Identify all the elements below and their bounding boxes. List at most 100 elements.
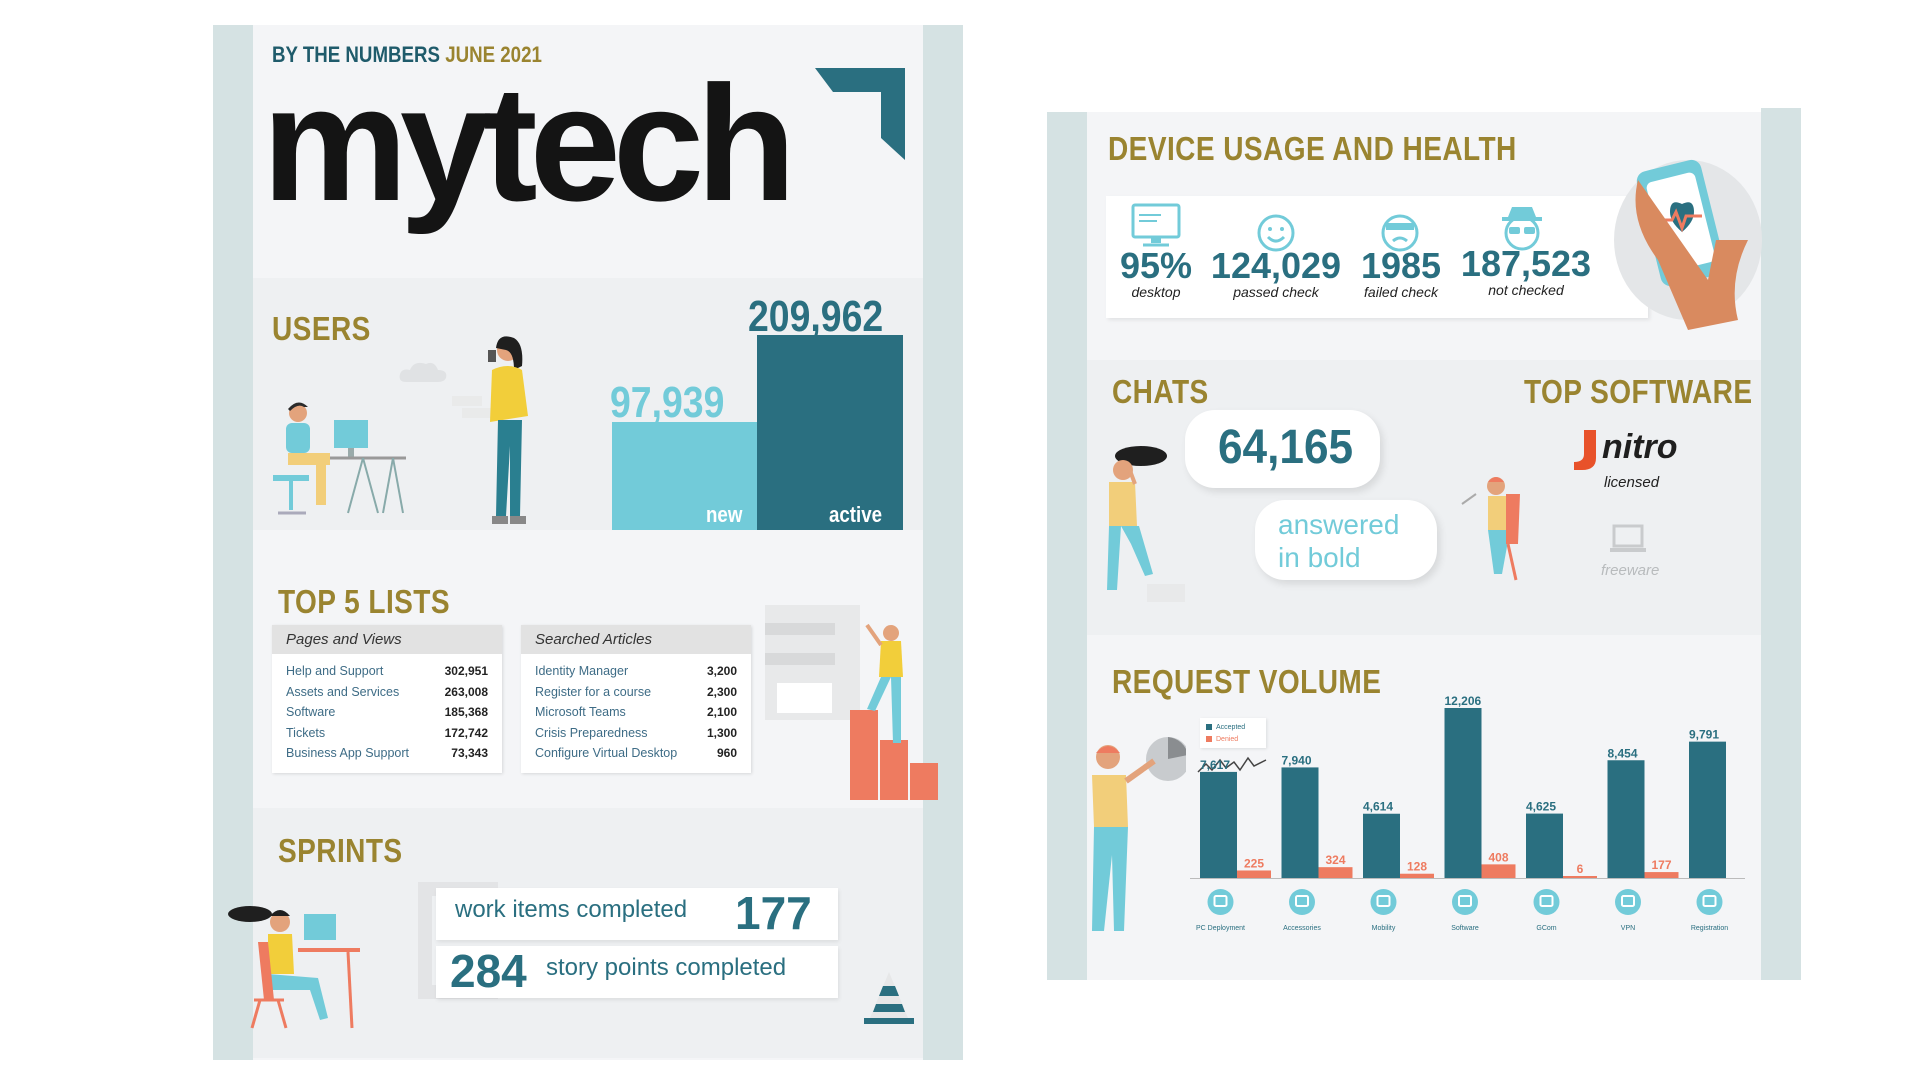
table-row: Help and Support 302,951 <box>272 661 502 682</box>
bar-denied-label: 177 <box>1651 858 1671 872</box>
bar-denied-label: 324 <box>1325 853 1345 867</box>
chats-title: CHATS <box>1112 373 1209 410</box>
device-stat-value: 124,029 <box>1210 245 1342 286</box>
sprints-work-value: 177 <box>735 887 812 939</box>
device-stat-label: desktop <box>1131 284 1181 300</box>
header-kicker: BY THE NUMBERS JUNE 2021 <box>272 42 542 68</box>
chats-band <box>1087 360 1761 635</box>
category-label: Registration <box>1691 925 1728 932</box>
row-value: 185,368 <box>444 705 488 719</box>
device-stat-label: failed check <box>1364 284 1438 300</box>
woman-on-phone-illustration <box>1107 446 1185 602</box>
searched-articles-header: Searched Articles <box>521 625 751 654</box>
smiley-face-icon <box>1257 214 1295 252</box>
registration-icon-glyph <box>1702 895 1717 907</box>
pc-deployment-icon <box>1207 889 1234 915</box>
row-label: Configure Virtual Desktop <box>535 746 678 760</box>
request-volume-title: REQUEST VOLUME <box>1112 663 1382 700</box>
bar-denied <box>1563 876 1597 878</box>
chats-note-bubble <box>1255 500 1437 580</box>
vpn-icon <box>1615 889 1641 915</box>
software-icon <box>1452 889 1478 915</box>
legend-swatch-accepted <box>1206 724 1212 730</box>
freeware-label: freeware <box>1601 562 1660 579</box>
freeware-laptop-icon <box>1610 524 1646 552</box>
searched-articles-table: Searched Articles Identity Manager 3,200 … <box>521 625 751 773</box>
device-stats-card <box>1106 196 1648 318</box>
climber-steps-illustration <box>765 605 938 800</box>
bandaged-face-icon <box>1381 214 1419 252</box>
chats-value-bubble <box>1185 410 1380 488</box>
software-title: TOP SOFTWARE <box>1524 373 1753 410</box>
bar-denied <box>1481 864 1516 878</box>
bar-accepted <box>1526 813 1563 878</box>
software-brand: nitro <box>1602 428 1678 466</box>
bar-accepted <box>1363 813 1400 878</box>
chart-legend: Accepted Denied <box>1200 718 1266 748</box>
legend-label-denied: Denied <box>1216 735 1239 743</box>
row-label: Register for a course <box>535 684 652 699</box>
category-label: Software <box>1451 925 1479 932</box>
user-at-desk-illustration <box>273 402 406 515</box>
category-label: PC Deployment <box>1196 925 1245 932</box>
sprints-story-card <box>436 946 838 998</box>
table-row: Configure Virtual Desktop 960 <box>521 743 751 764</box>
users-active-value: 209,962 <box>748 292 884 341</box>
device-stat-label: not checked <box>1488 282 1564 298</box>
registration-icon <box>1696 889 1723 915</box>
row-value: 3,200 <box>706 664 737 678</box>
left-page-right-edge <box>923 25 963 1060</box>
users-new-bar <box>612 422 757 530</box>
sprints-story-label: story points completed <box>546 954 787 981</box>
table-row: Crisis Preparedness 1,300 <box>521 723 751 744</box>
desktop-icon <box>1131 203 1181 247</box>
row-label: Business App Support <box>286 746 409 760</box>
bar-denied-label: 128 <box>1407 860 1427 874</box>
users-title: USERS <box>272 310 371 347</box>
bar-accepted <box>1200 771 1237 878</box>
mobility-icon <box>1370 889 1397 915</box>
top5-title: TOP 5 LISTS <box>278 583 450 620</box>
logo-wordmark: mytech <box>262 52 796 235</box>
bar-denied-label: 408 <box>1488 850 1508 864</box>
header-kicker-text: BY THE NUMBERS <box>272 42 440 67</box>
users-new-value: 97,939 <box>610 378 725 427</box>
bar-accepted-label: 12,206 <box>1445 694 1482 708</box>
bar-accepted-label: 4,614 <box>1363 800 1393 814</box>
category-label: GCom <box>1536 925 1556 932</box>
chats-value: 64,165 <box>1218 421 1354 474</box>
row-value: 2,100 <box>706 705 737 719</box>
category-label: Mobility <box>1372 925 1396 932</box>
users-new-label: new <box>706 502 743 527</box>
table-row: Business App Support 73,343 <box>272 743 502 764</box>
bar-accepted <box>1607 760 1645 878</box>
bar-accepted <box>1689 741 1726 878</box>
cloud-icon <box>399 362 447 382</box>
table-row: Assets and Services 263,008 <box>272 682 502 703</box>
software-icon-glyph <box>1458 895 1472 907</box>
zigzag-trend-icon <box>1197 756 1267 773</box>
accessories-icon-glyph <box>1295 895 1309 907</box>
sprints-work-label: work items completed <box>455 896 688 923</box>
bar-accepted <box>1444 708 1482 878</box>
right-page-left-edge <box>1047 112 1087 980</box>
table-row: Tickets 172,742 <box>272 723 502 744</box>
legend-swatch-denied <box>1206 736 1212 742</box>
woman-with-phone-illustration <box>452 336 528 524</box>
device-stat: 95% desktop <box>1106 248 1206 301</box>
bar-denied-label: 225 <box>1244 856 1264 870</box>
device-stat-value: 1985 <box>1360 245 1442 286</box>
table-row: Identity Manager 3,200 <box>521 661 751 682</box>
row-value: 73,343 <box>451 746 488 760</box>
left-page-left-edge <box>213 25 253 1060</box>
legend-label-accepted: Accepted <box>1216 723 1246 731</box>
users-active-bar <box>757 335 903 530</box>
man-on-chair-illustration <box>1461 477 1520 581</box>
device-stat-value: 187,523 <box>1460 243 1592 284</box>
sprints-work-card <box>436 888 838 940</box>
row-value: 263,008 <box>444 684 488 699</box>
device-stat: 187,523 not checked <box>1456 243 1596 299</box>
pages-views-header: Pages and Views <box>272 625 502 654</box>
woman-at-laptop-illustration <box>228 906 360 1029</box>
presenter-illustration <box>1092 737 1186 931</box>
